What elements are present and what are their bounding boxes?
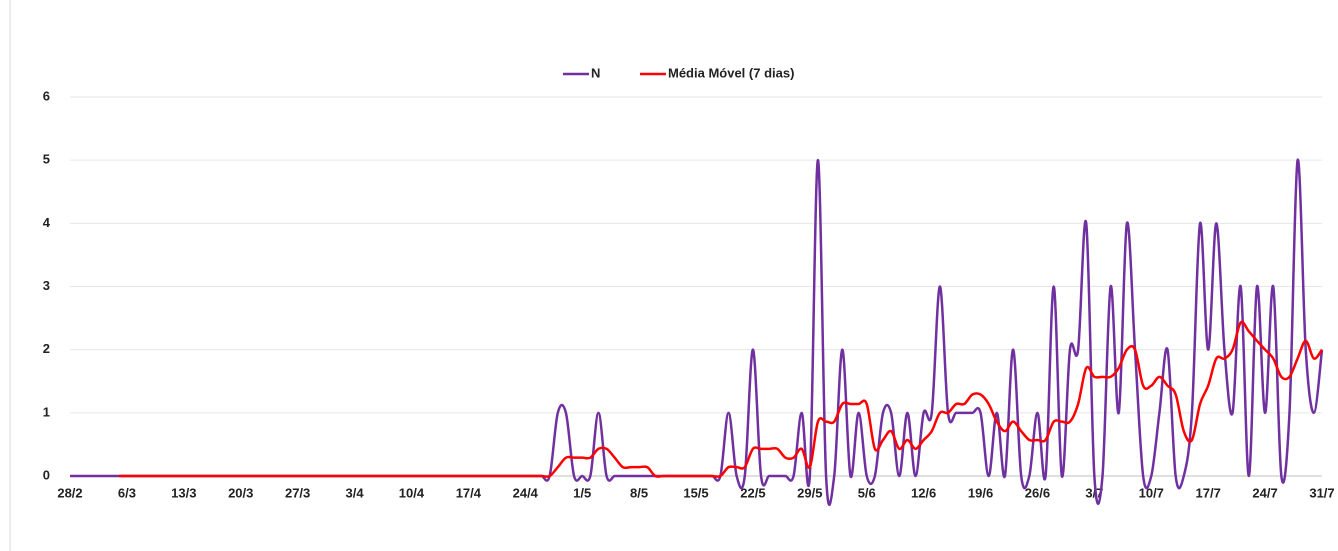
x-tick-label: 3/4: [346, 485, 365, 500]
x-tick-label: 29/5: [797, 485, 822, 500]
x-tick-label: 28/2: [57, 485, 82, 500]
x-tick-label: 17/4: [456, 485, 482, 500]
x-tick-label: 17/7: [1196, 485, 1221, 500]
y-tick-label: 5: [43, 152, 50, 167]
y-tick-label: 1: [43, 404, 50, 419]
x-tick-label: 12/6: [911, 485, 936, 500]
x-tick-label: 8/5: [630, 485, 648, 500]
x-tick-label: 13/3: [171, 485, 196, 500]
y-tick-label: 4: [43, 215, 51, 230]
x-tick-label: 24/4: [513, 485, 539, 500]
y-tick-label: 3: [43, 278, 50, 293]
x-tick-label: 5/6: [858, 485, 876, 500]
legend-label: Média Móvel (7 dias): [668, 65, 794, 80]
x-tick-label: 1/5: [573, 485, 591, 500]
y-tick-label: 6: [43, 88, 50, 103]
y-tick-label: 2: [43, 341, 50, 356]
x-tick-label: 31/7: [1309, 485, 1334, 500]
x-tick-label: 10/4: [399, 485, 425, 500]
x-tick-label: 26/6: [1025, 485, 1050, 500]
x-tick-label: 6/3: [118, 485, 136, 500]
x-tick-label: 27/3: [285, 485, 310, 500]
x-tick-label: 20/3: [228, 485, 253, 500]
data-line: [69, 158, 1324, 506]
x-tick-label: 3/7: [1085, 485, 1103, 500]
y-tick-label: 0: [43, 467, 50, 482]
x-tick-label: 19/6: [968, 485, 993, 500]
data-line: [118, 320, 1324, 478]
x-tick-label: 24/7: [1252, 485, 1277, 500]
x-tick-label: 15/5: [683, 485, 708, 500]
x-tick-label: 22/5: [740, 485, 765, 500]
x-tick-label: 10/7: [1139, 485, 1164, 500]
legend-label: N: [591, 65, 600, 80]
